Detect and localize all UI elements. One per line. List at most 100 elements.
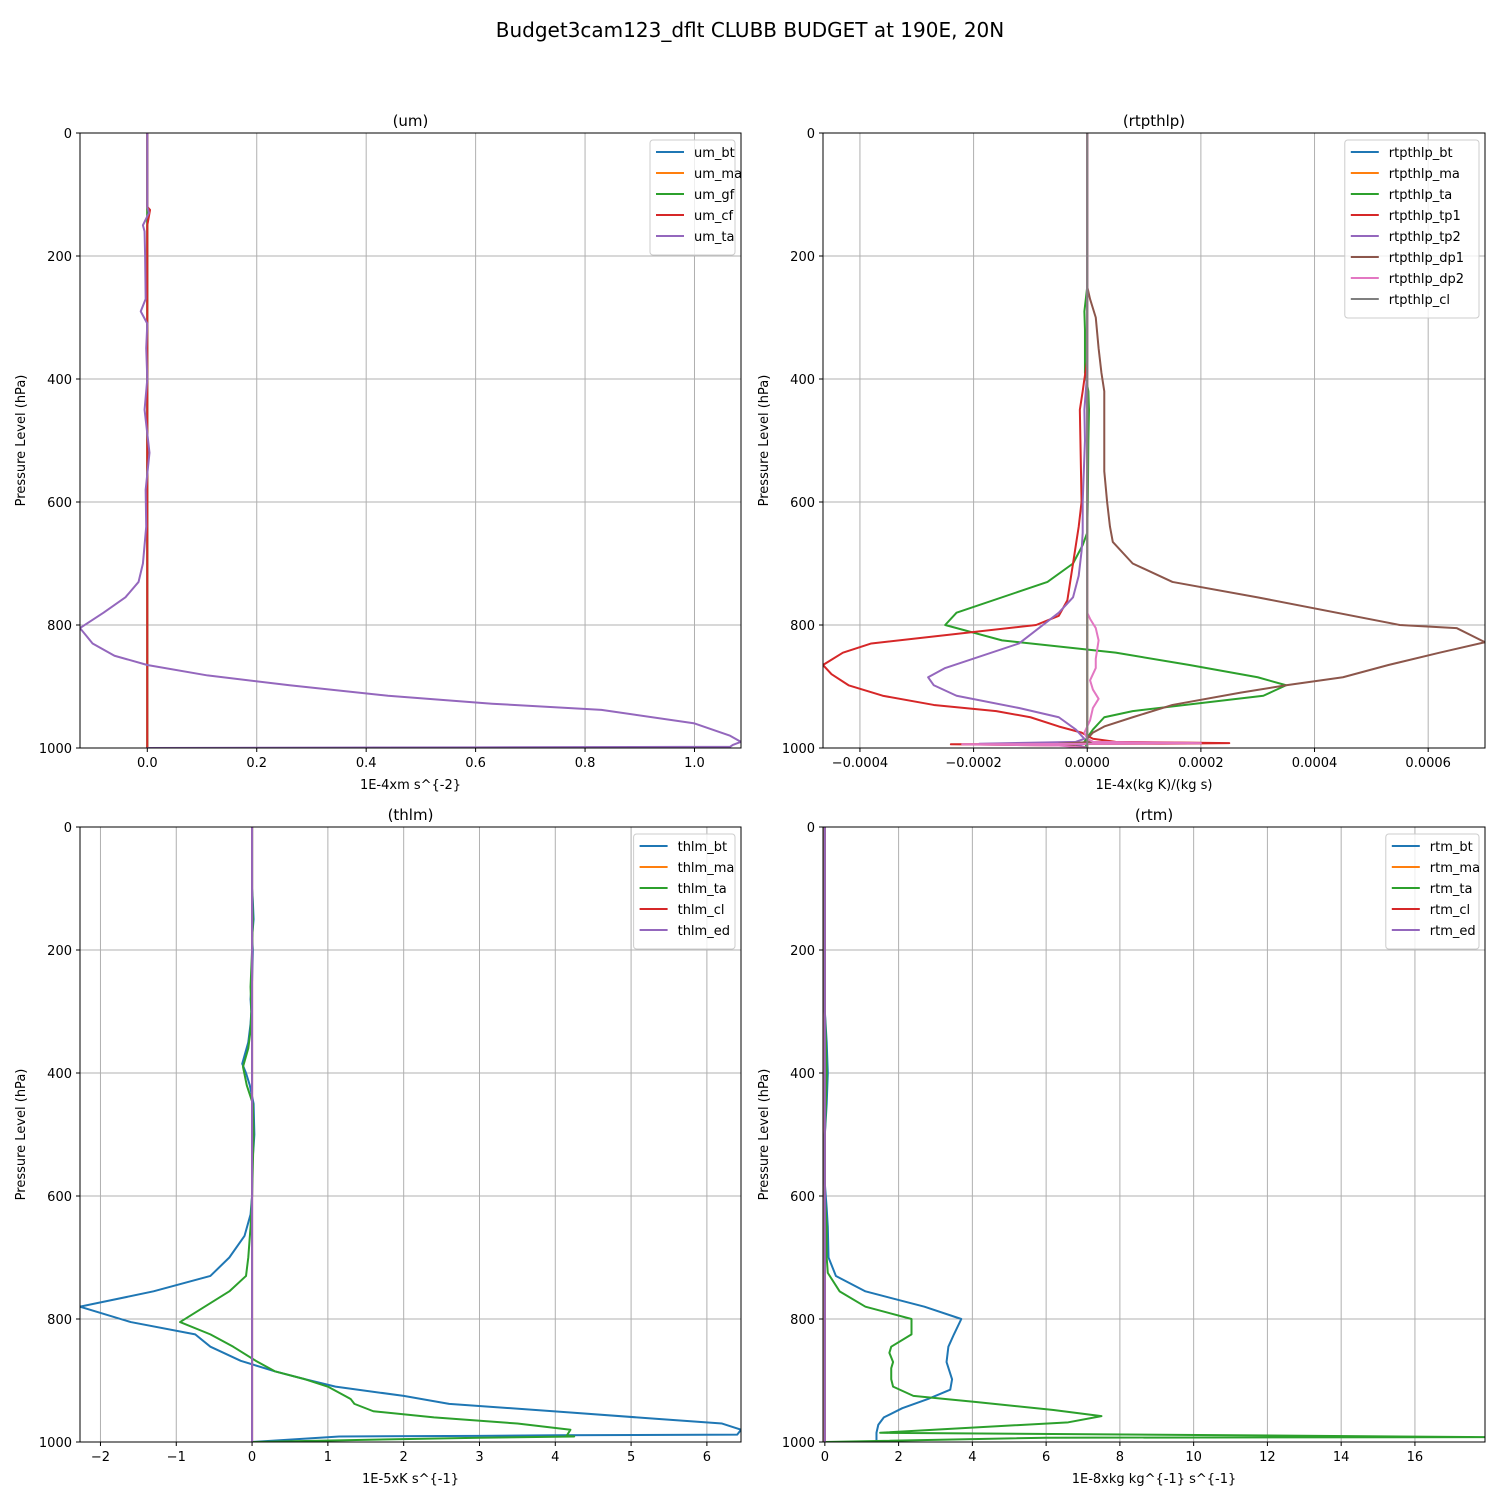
figure-suptitle: Budget3cam123_dflt CLUBB BUDGET at 190E,…	[496, 18, 1004, 42]
legend-label: rtm_ed	[1430, 924, 1476, 939]
x-tick-label: −0.0004	[832, 756, 888, 771]
axes-frame	[822, 826, 1486, 1443]
x-tick-label: 1	[324, 1450, 332, 1465]
x-tick-label: 6	[1042, 1450, 1050, 1465]
x-tick-label: 14	[1333, 1450, 1350, 1465]
y-tick-label: 600	[47, 1190, 72, 1205]
legend-label: thlm_cl	[678, 903, 725, 918]
legend-label: rtm_cl	[1430, 903, 1470, 918]
y-axis-label: Pressure Level (hPa)	[14, 375, 29, 507]
panel-title: (thlm)	[388, 806, 434, 824]
y-tick-label: 200	[790, 944, 815, 959]
y-tick-label: 400	[47, 1067, 72, 1082]
x-tick-label: 10	[1185, 1450, 1202, 1465]
y-axis-label: Pressure Level (hPa)	[14, 1069, 29, 1201]
series-line-rtpthlp_dp2	[961, 133, 1202, 748]
x-tick-label: 5	[627, 1450, 635, 1465]
axes-frame	[822, 132, 1486, 749]
x-tick-label: 16	[1407, 1450, 1424, 1465]
legend-label: um_ma	[694, 167, 742, 182]
legend-label: rtpthlp_cl	[1389, 293, 1450, 308]
panel-title: (um)	[393, 112, 429, 130]
legend-box	[633, 833, 736, 950]
series-group	[80, 133, 741, 748]
legend-box	[1385, 833, 1480, 950]
x-tick-label: 0	[248, 1450, 256, 1465]
panels-container: 0.0 0.2 0.4 0.6 0.8 1.002004006008001000(um)1…	[14, 112, 1486, 1487]
series-line-rtpthlp_tp2	[927, 133, 1089, 748]
y-tick-label: 0	[807, 821, 815, 836]
x-tick-label: 0.4	[356, 756, 377, 771]
x-tick-label: 8	[1116, 1450, 1124, 1465]
y-tick-label: 1000	[39, 1436, 72, 1451]
x-tick-label: −0.0002	[945, 756, 1001, 771]
axes-frame	[79, 826, 742, 1443]
y-tick-label: 0	[64, 821, 72, 836]
panel-0: 0.0 0.2 0.4 0.6 0.8 1.0 0 200 400 600 800 1000 (um) 1…	[14, 112, 742, 793]
x-tick-label: 0.8	[575, 756, 596, 771]
y-tick-label: 400	[790, 373, 815, 388]
legend-label: thlm_ed	[678, 924, 730, 939]
x-tick-label: 0.0006	[1405, 756, 1451, 771]
legend-label: rtpthlp_ma	[1389, 167, 1460, 182]
legend-label: rtm_bt	[1430, 840, 1473, 855]
legend: thlm_bt thlm_ma thlm_ta thlm_cl thlm_ed	[633, 833, 736, 950]
series-line-um_ta	[80, 133, 741, 748]
x-tick-label: 4	[551, 1450, 559, 1465]
y-tick-label: 200	[790, 250, 815, 265]
x-tick-label: 0	[821, 1450, 829, 1465]
panel-3: 0 2 4 6 8 10 12 14 16 0 200 400 600 800 1000 (rtm) 1E-8x…	[757, 806, 1486, 1487]
legend-label: rtpthlp_tp1	[1389, 209, 1461, 224]
legend-label: rtpthlp_dp2	[1389, 272, 1464, 287]
x-axis-label: 1E-4x(kg K)/(kg s)	[1096, 778, 1213, 793]
x-tick-label: −1	[167, 1450, 186, 1465]
legend-label: rtm_ta	[1430, 882, 1473, 897]
panel-title: (rtpthlp)	[1123, 112, 1185, 130]
x-tick-label: 2	[400, 1450, 408, 1465]
panel-1: −0.0004 −0.0002 0.0000 0.0002 0.0004 0.0006 0 2…	[757, 112, 1486, 793]
panel-2: −2 −1 0 1 2 3 4 5 6 0 200 400 600 800 1000 (thlm) 1E-5xK…	[14, 806, 742, 1487]
legend-label: thlm_ta	[678, 882, 727, 897]
series-group	[823, 827, 1485, 1442]
y-tick-label: 600	[790, 1190, 815, 1205]
series-line-rtpthlp_dp1	[1057, 133, 1485, 748]
legend-label: um_cf	[694, 209, 734, 224]
legend-label: um_ta	[694, 230, 734, 245]
legend-label: rtpthlp_dp1	[1389, 251, 1464, 266]
legend-label: rtpthlp_ta	[1389, 188, 1452, 203]
x-tick-label: 0.0000	[1064, 756, 1110, 771]
legend-label: thlm_ma	[678, 861, 735, 876]
y-tick-label: 600	[47, 496, 72, 511]
x-tick-label: 0.0002	[1178, 756, 1224, 771]
y-tick-label: 1000	[782, 1436, 815, 1451]
legend-box	[649, 139, 736, 256]
panel-title: (rtm)	[1135, 806, 1173, 824]
x-tick-label: 12	[1259, 1450, 1276, 1465]
y-axis-label: Pressure Level (hPa)	[757, 375, 772, 507]
x-tick-label: 6	[703, 1450, 711, 1465]
y-tick-label: 1000	[39, 742, 72, 757]
y-tick-label: 800	[47, 619, 72, 634]
y-tick-label: 200	[47, 944, 72, 959]
y-tick-label: 800	[790, 619, 815, 634]
x-tick-label: 1.0	[684, 756, 705, 771]
x-tick-label: −2	[91, 1450, 110, 1465]
y-tick-label: 200	[47, 250, 72, 265]
legend: rtpthlp_bt rtpthlp_ma rtpthlp_ta rtpthlp_tp…	[1344, 139, 1480, 319]
x-tick-label: 0.6	[465, 756, 486, 771]
y-tick-label: 0	[807, 127, 815, 142]
x-tick-label: 0.2	[246, 756, 267, 771]
legend-label: rtpthlp_tp2	[1389, 230, 1461, 245]
legend-box	[1344, 139, 1480, 319]
x-tick-label: 3	[475, 1450, 483, 1465]
axes-frame	[79, 132, 742, 749]
legend-label: um_bt	[694, 146, 735, 161]
legend: rtm_bt rtm_ma rtm_ta rtm_cl rtm_ed	[1385, 833, 1480, 950]
y-axis-label: Pressure Level (hPa)	[757, 1069, 772, 1201]
x-tick-label: 2	[894, 1450, 902, 1465]
legend: um_bt um_ma um_gf um_cf um_ta	[649, 139, 742, 256]
x-tick-label: 4	[968, 1450, 976, 1465]
y-tick-label: 600	[790, 496, 815, 511]
